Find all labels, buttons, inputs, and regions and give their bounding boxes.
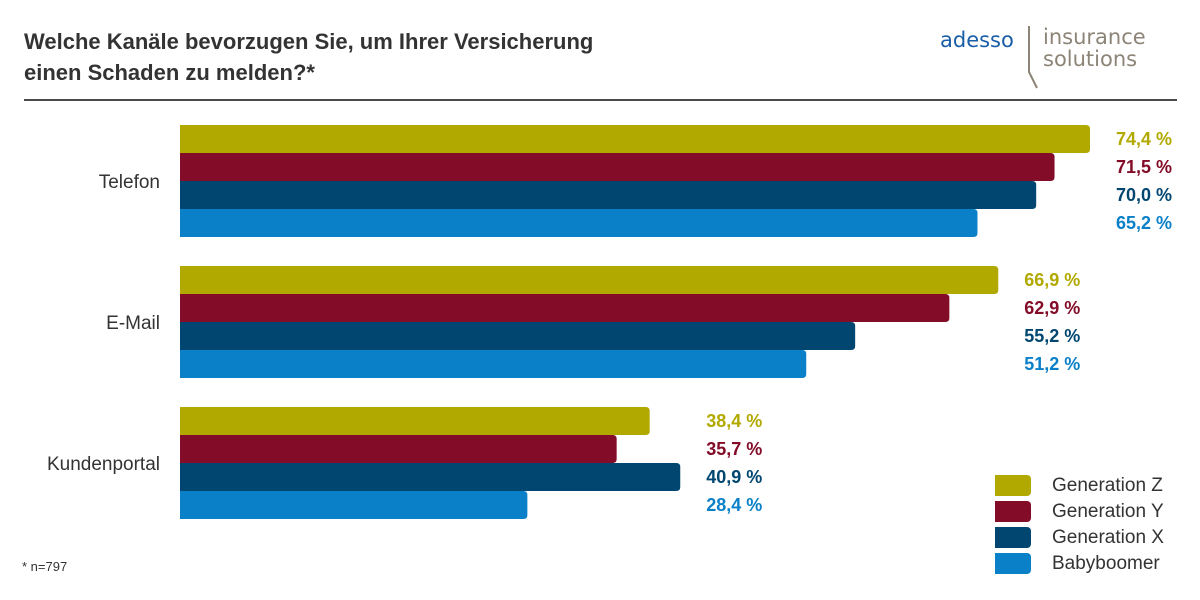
bar-e-mail-babyboomer — [180, 350, 807, 378]
value-label-telefon-generation-y: 71,5 % — [1116, 157, 1172, 177]
value-label-e-mail-generation-z: 66,9 % — [1024, 270, 1080, 290]
category-label-e-mail: E-Mail — [106, 313, 160, 334]
legend-item-generation-y: Generation Y — [995, 500, 1195, 526]
logo-product-line-1: insurance — [1043, 25, 1146, 49]
legend-swatch-generation-x — [995, 527, 1031, 548]
value-label-kundenportal-babyboomer: 28,4 % — [706, 495, 762, 515]
logo-product: insurance solutions — [1043, 26, 1146, 70]
value-label-telefon-generation-z: 74,4 % — [1116, 129, 1172, 149]
value-label-e-mail-generation-y: 62,9 % — [1024, 298, 1080, 318]
legend-item-generation-x: Generation X — [995, 526, 1195, 552]
company-logo: adesso insurance solutions — [940, 24, 1160, 94]
bar-telefon-generation-z — [180, 125, 1090, 153]
chart-legend: Generation Z Generation Y Generation X Baby… — [995, 474, 1195, 578]
legend-label-generation-z: Generation Z — [1052, 475, 1163, 496]
bar-kundenportal-generation-y — [180, 435, 617, 463]
legend-label-generation-x: Generation X — [1052, 527, 1164, 548]
value-label-e-mail-generation-x: 55,2 % — [1024, 326, 1080, 346]
legend-swatch-generation-y — [995, 501, 1031, 522]
bar-telefon-generation-x — [180, 181, 1037, 209]
bar-kundenportal-babyboomer — [180, 491, 528, 519]
header-divider — [24, 99, 1177, 101]
value-label-kundenportal-generation-z: 38,4 % — [706, 411, 762, 431]
legend-label-generation-y: Generation Y — [1052, 501, 1164, 522]
chart-title-line-2: einen Schaden zu melden?* — [24, 60, 315, 85]
logo-product-line-2: solutions — [1043, 47, 1138, 71]
bar-e-mail-generation-y — [180, 294, 950, 322]
value-label-kundenportal-generation-y: 35,7 % — [706, 439, 762, 459]
chart-title-line-1: Welche Kanäle bevorzugen Sie, um Ihrer V… — [24, 29, 594, 54]
legend-label-babyboomer: Babyboomer — [1052, 553, 1160, 574]
value-label-telefon-generation-x: 70,0 % — [1116, 185, 1172, 205]
bar-telefon-generation-y — [180, 153, 1055, 181]
legend-item-generation-z: Generation Z — [995, 474, 1195, 500]
bar-telefon-babyboomer — [180, 209, 978, 237]
value-label-telefon-babyboomer: 65,2 % — [1116, 213, 1172, 233]
value-label-kundenportal-generation-x: 40,9 % — [706, 467, 762, 487]
legend-swatch-babyboomer — [995, 553, 1031, 574]
chart-title: Welche Kanäle bevorzugen Sie, um Ihrer V… — [24, 26, 724, 88]
legend-item-babyboomer: Babyboomer — [995, 552, 1195, 578]
category-label-kundenportal: Kundenportal — [47, 454, 160, 475]
bar-kundenportal-generation-z — [180, 407, 650, 435]
bar-e-mail-generation-z — [180, 266, 999, 294]
bar-kundenportal-generation-x — [180, 463, 681, 491]
logo-separator — [1028, 26, 1038, 89]
legend-swatch-generation-z — [995, 475, 1031, 496]
sample-size-footnote: * n=797 — [22, 559, 68, 574]
bar-e-mail-generation-x — [180, 322, 856, 350]
category-label-telefon: Telefon — [99, 172, 160, 193]
logo-brand: adesso — [940, 28, 1014, 52]
value-label-e-mail-babyboomer: 51,2 % — [1024, 354, 1080, 374]
